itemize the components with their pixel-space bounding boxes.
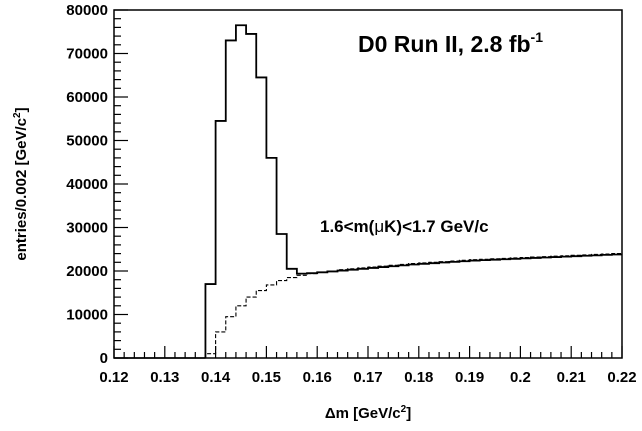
x-tick-label: 0.2 [510, 369, 531, 386]
x-tick-label: 0.18 [404, 369, 433, 386]
mass-cut-label: 1.6<m(μK)<1.7 GeV/c [320, 217, 489, 236]
experiment-label-sup: -1 [531, 29, 544, 45]
y-tick-label: 40000 [66, 176, 108, 193]
x-axis-title: Δm [GeV/c2] [325, 404, 411, 422]
x-tick-label: 0.22 [607, 369, 636, 386]
y-axis-title-end: ] [13, 107, 30, 112]
y-axis-ticks [114, 9, 128, 359]
x-tick-label: 0.14 [201, 369, 231, 386]
mass-cut-label-end: K)<1.7 GeV/c [384, 217, 488, 236]
x-tick-label: 0.19 [455, 369, 484, 386]
x-axis-title-end: ] [406, 405, 411, 422]
experiment-label-main: D0 Run II, 2.8 fb [358, 31, 531, 57]
y-tick-label: 30000 [66, 220, 108, 237]
x-axis-title-main: Δm [GeV/c [325, 405, 401, 422]
x-tick-label: 0.12 [99, 369, 128, 386]
plot-frame [113, 9, 623, 359]
y-tick-label: 80000 [66, 2, 108, 19]
experiment-label: D0 Run II, 2.8 fb-1 [358, 29, 543, 57]
y-tick-label: 10000 [66, 307, 108, 324]
x-axis-title-sup: 2 [401, 404, 407, 415]
series-layer [114, 24, 622, 359]
y-axis-title-sup: 2 [12, 112, 23, 118]
x-tick-label: 0.16 [303, 369, 332, 386]
y-tick-label: 50000 [66, 133, 108, 150]
y-axis-title: entries/0.002 [GeV/c2] [12, 107, 30, 260]
mass-cut-label-greek: μ [374, 217, 384, 236]
x-tick-label: 0.13 [150, 369, 179, 386]
y-axis-title-main: entries/0.002 [GeV/c [13, 118, 30, 261]
y-tick-label: 0 [100, 350, 108, 367]
signal-histogram-line [204, 24, 622, 358]
y-tick-label: 20000 [66, 263, 108, 280]
mass-cut-label-start: 1.6<m( [320, 217, 375, 236]
y-tick-label: 70000 [66, 46, 108, 63]
y-axis-tick-labels: 0 10000 20000 30000 40000 50000 60000 70000 8000… [66, 2, 108, 367]
background-histogram-line [204, 253, 622, 358]
x-axis-tick-labels: 0.12 0.13 0.14 0.15 0.16 0.17 0.18 0.19 0.2 0.21 0… [99, 369, 636, 386]
x-tick-label: 0.15 [252, 369, 281, 386]
y-tick-label: 60000 [66, 89, 108, 106]
x-axis-ticks [113, 346, 623, 358]
x-tick-label: 0.17 [353, 369, 382, 386]
x-tick-label: 0.21 [557, 369, 586, 386]
